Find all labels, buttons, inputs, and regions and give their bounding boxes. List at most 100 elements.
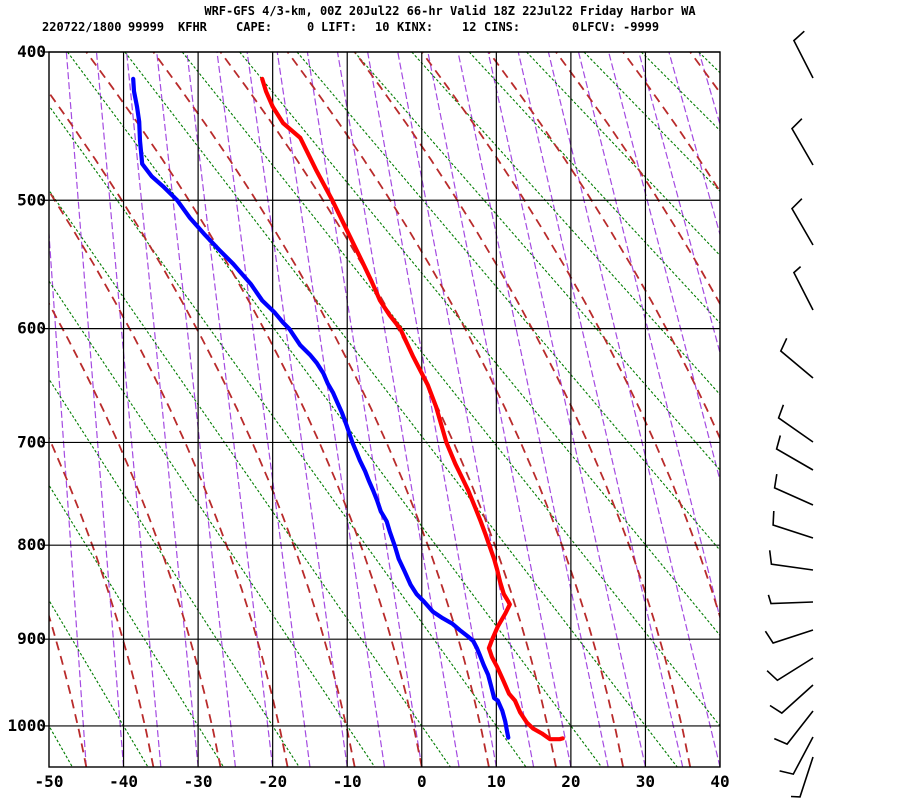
header-stat-field: 0 <box>572 20 579 34</box>
moist-adiabat-line <box>85 52 423 767</box>
purple-isopleth-line <box>698 52 720 127</box>
purple-isopleth-line <box>517 52 684 767</box>
dry-adiabat-line <box>49 189 451 767</box>
wind-barb <box>779 337 814 379</box>
moist-adiabat-line <box>421 52 720 620</box>
wind-barb <box>792 266 814 311</box>
moist-adiabat-line <box>286 52 624 767</box>
purple-isopleth-line <box>336 52 460 767</box>
wind-barb <box>768 550 814 571</box>
moist-adiabat-line <box>49 301 222 767</box>
wind-barb <box>769 684 814 715</box>
wind-barb <box>777 404 814 443</box>
temperature-tick-label: 30 <box>636 772 655 791</box>
temperature-axis-labels: -50 -40 -30 -20 -10 0 10 20 30 40 <box>35 772 730 791</box>
purple-isopleth-line <box>306 52 423 767</box>
temperature-tick-label: -10 <box>333 772 362 791</box>
moist-adiabat-lines <box>49 52 900 767</box>
dry-adiabat-line <box>124 52 678 767</box>
purple-isopleth-line <box>216 52 311 767</box>
moist-adiabat-line <box>152 52 490 767</box>
moist-adiabat-line <box>49 436 155 767</box>
pressure-tick-label: 800 <box>17 535 46 554</box>
purple-isopleth-line <box>427 52 572 767</box>
purple-isopleth-line <box>547 52 720 767</box>
temperature-tick-label: 40 <box>710 772 729 791</box>
pressure-tick-label: 400 <box>17 42 46 61</box>
pressure-temperature-grid <box>41 51 721 768</box>
temperature-tick-label: 20 <box>561 772 580 791</box>
wind-barb <box>779 736 814 776</box>
header-stat-field: 0 <box>307 20 314 34</box>
temperature-tick-label: 0 <box>417 772 427 791</box>
purple-isopleth-line <box>608 52 720 483</box>
header-stat-field: LFCV: <box>580 20 616 34</box>
dry-adiabat-line <box>181 52 720 727</box>
moist-adiabat-line <box>49 613 88 767</box>
temperature-tick-label: -40 <box>109 772 138 791</box>
dewpoint-trace <box>131 76 511 740</box>
dry-adiabat-lines <box>49 52 720 767</box>
dry-adiabat-line <box>411 52 720 396</box>
dry-adiabat-line <box>354 52 720 471</box>
temperature-tick-label: -20 <box>258 772 287 791</box>
dry-adiabat-line <box>49 484 225 767</box>
pressure-tick-label: 900 <box>17 629 46 648</box>
header-stat-field: KINX: <box>397 20 433 34</box>
header-stats-line: 220722/1800 99999 KFHR CAPE: 0 LIFT: 10 KINX: 12… <box>42 20 659 34</box>
wind-barb <box>791 198 814 246</box>
temperature-trace <box>260 76 565 742</box>
moist-adiabat-line <box>622 52 720 193</box>
pressure-tick-label: 1000 <box>7 716 46 735</box>
temperature-tick-label: 10 <box>487 772 506 791</box>
dry-adiabat-line <box>49 280 376 767</box>
purple-isopleth-line <box>246 52 348 767</box>
chart-title: WRF-GFS 4/3-km, 00Z 20Jul22 66-hr Valid … <box>204 4 696 18</box>
wind-barb <box>792 30 814 79</box>
purple-isopleth-line <box>186 52 274 767</box>
moist-adiabat-line <box>555 52 720 306</box>
header-stat-field: -9999 <box>623 20 659 34</box>
header-stat-field: CINS: <box>484 20 520 34</box>
pressure-axis-labels: 400 500 600 700 800 900 1000 <box>7 42 46 735</box>
dry-adiabat-line <box>468 52 720 324</box>
wind-barb <box>790 756 814 798</box>
purple-isopleth-line <box>487 52 647 767</box>
pressure-tick-label: 500 <box>17 190 46 209</box>
wind-barb-column <box>764 30 814 798</box>
dry-adiabat-line <box>67 52 603 767</box>
dry-adiabat-line <box>526 52 720 257</box>
dry-adiabat-line <box>49 599 149 767</box>
purple-isopleth-line <box>276 52 386 767</box>
header-stat-field: 99999 <box>128 20 164 34</box>
dry-adiabat-line <box>698 52 720 74</box>
purple-isopleth-line <box>397 52 535 767</box>
wind-barb <box>767 594 814 605</box>
wind-barb <box>764 629 814 644</box>
wind-barb <box>773 473 814 506</box>
dry-adiabat-line <box>239 52 720 637</box>
moist-adiabat-line <box>49 91 356 767</box>
wind-barb <box>773 710 814 746</box>
wind-barb <box>766 657 814 682</box>
background-isopleths <box>49 52 900 767</box>
wind-barb <box>791 118 814 166</box>
header-stat-field: 10 <box>375 20 389 34</box>
moist-adiabat-line <box>488 52 720 441</box>
header-stat-field: 220722/1800 <box>42 20 121 34</box>
plot-frame <box>48 51 721 768</box>
header-stat-field: KFHR <box>178 20 208 34</box>
wind-barb <box>772 510 814 539</box>
moist-adiabat-line <box>689 52 720 95</box>
dry-adiabat-line <box>49 378 300 767</box>
header-stat-field: 12 <box>462 20 476 34</box>
header-stat-field: CAPE: <box>236 20 272 34</box>
sounding-traces <box>131 76 565 742</box>
header-stat-field: LIFT: <box>321 20 357 34</box>
purple-isopleth-line <box>577 52 720 621</box>
moist-adiabat-line <box>757 52 900 767</box>
purple-isopleth-line <box>457 52 609 767</box>
purple-isopleth-line <box>367 52 497 767</box>
